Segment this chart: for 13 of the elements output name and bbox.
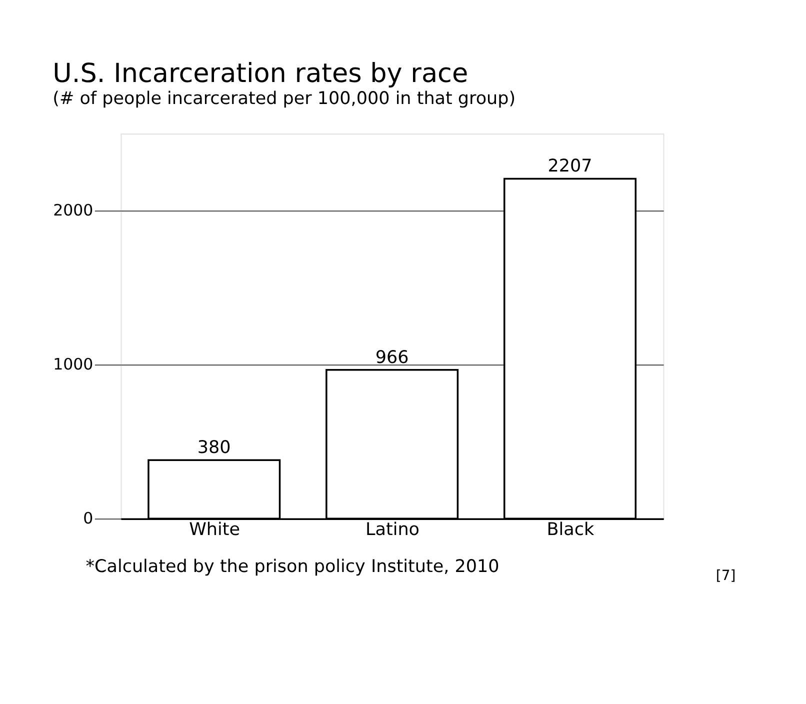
data-label: 966 bbox=[375, 348, 409, 368]
text: [7] bbox=[716, 568, 736, 584]
x-tick-label: Black bbox=[546, 520, 595, 540]
data-label: 380 bbox=[197, 438, 231, 458]
chart-subtitle: (# of people incarcerated per 100,000 in that group) bbox=[52, 88, 516, 109]
data-label: 2207 bbox=[548, 156, 592, 177]
x-tick-label: White bbox=[189, 520, 240, 540]
x-tick-label: Latino bbox=[366, 520, 420, 540]
text: *Calculated by the prison policy Institute, 2010 bbox=[86, 557, 500, 578]
y-tick-label: 0 bbox=[83, 508, 94, 528]
y-tick-label: 1000 bbox=[53, 354, 94, 374]
chart-title: U.S. Incarceration rates by race bbox=[52, 58, 468, 89]
y-tick-label: 2000 bbox=[53, 200, 94, 220]
